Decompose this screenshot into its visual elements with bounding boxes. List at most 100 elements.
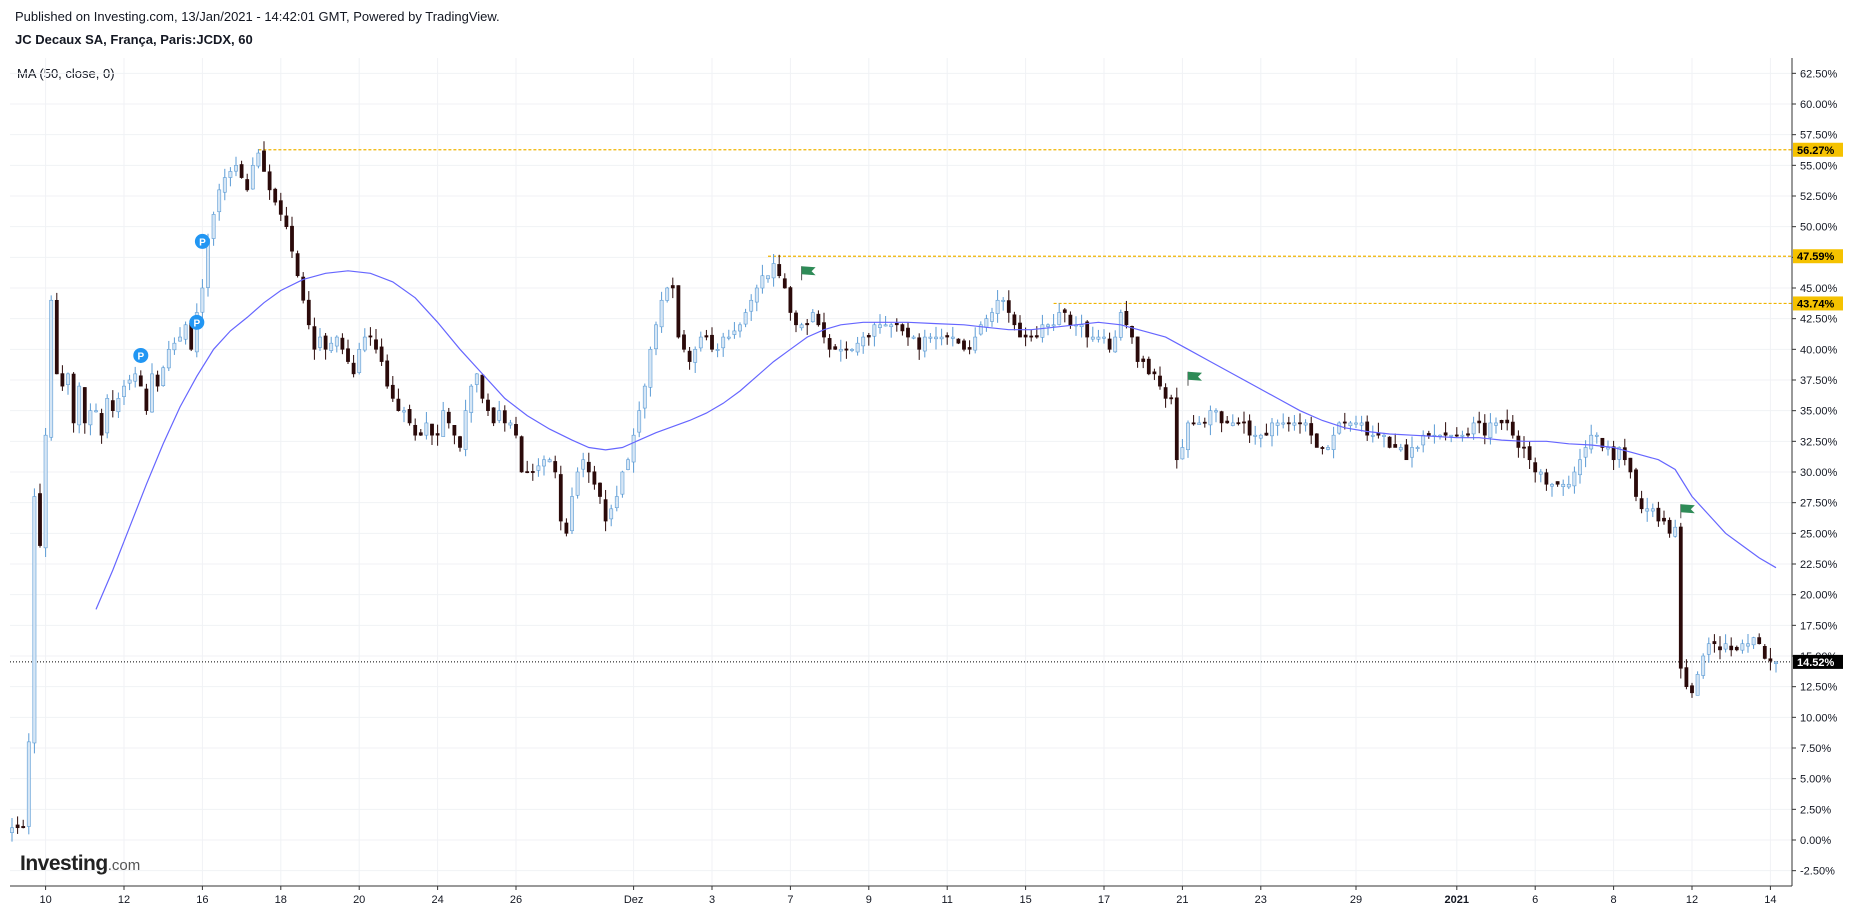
candle-body (1421, 434, 1426, 446)
candle-body (318, 336, 322, 348)
candle-body (654, 324, 658, 350)
price-axis[interactable]: 62.50% 60.00% 57.50% 55.00% 52.50% 50.00% 47.5… (1792, 68, 1838, 878)
candle-body (430, 423, 434, 436)
candle-body (1130, 326, 1134, 338)
grid (10, 58, 1792, 886)
candle-body (94, 410, 98, 413)
candle-body (956, 338, 961, 344)
x-tick-label: 24 (431, 894, 443, 906)
logo-main-text: Investing (20, 852, 108, 875)
candle-body (799, 324, 804, 329)
candle-body (1622, 447, 1627, 461)
candle-body (10, 827, 14, 833)
candle-body (1001, 299, 1006, 302)
candle-body (855, 342, 860, 353)
y-tick-label: 32.50% (1800, 436, 1838, 448)
candle-body (1354, 422, 1358, 425)
candle-body (1303, 422, 1308, 426)
candle-body (1113, 336, 1118, 353)
current-price-bg (1793, 654, 1843, 669)
candle-body (833, 346, 838, 350)
candle-body (1309, 423, 1314, 436)
candle-body (435, 433, 440, 436)
candle-body (1264, 432, 1269, 436)
candle-body (357, 349, 362, 373)
candle-body (1533, 462, 1538, 473)
y-tick-label: 10.00% (1800, 712, 1838, 724)
candle-body (850, 349, 854, 351)
candle-body (1236, 422, 1241, 425)
candle-body (519, 436, 524, 473)
candle-body (1499, 419, 1504, 424)
candle-body (1522, 446, 1526, 449)
candle-body (1370, 434, 1375, 437)
y-tick-label: 12.50% (1800, 682, 1838, 694)
candle-body (900, 324, 905, 332)
candle-body (340, 337, 345, 350)
candle-body (1415, 447, 1420, 449)
y-tick-label: 50.00% (1800, 222, 1838, 234)
level-label: 47.59% (1797, 251, 1835, 263)
candle-body (446, 411, 451, 424)
candle-body (38, 493, 42, 546)
candle-body (396, 398, 401, 411)
candle-body (228, 171, 233, 178)
candle-body (245, 179, 250, 191)
flag-icon (801, 266, 816, 281)
candle-body (928, 336, 933, 339)
candle-body (1768, 658, 1773, 662)
candle-body (1326, 447, 1330, 450)
candle-body (1275, 422, 1280, 426)
y-tick-label: 7.50% (1800, 743, 1831, 755)
time-axis[interactable]: 10 12 16 18 20 24 26 Dez 3 7 9 11 15 17 21 23 29 2021 6 8 12… (39, 886, 1777, 906)
candle-body (407, 409, 412, 424)
candle-body (1443, 432, 1448, 436)
candle-body (570, 496, 574, 532)
level-label-bg (1793, 142, 1843, 157)
candle-body (883, 324, 888, 327)
candle-body (71, 373, 76, 424)
candle-body (631, 434, 636, 463)
candle-body (530, 471, 535, 473)
x-tick-label: 14 (1764, 894, 1776, 906)
candle-body (1762, 646, 1767, 659)
candle-body (480, 374, 485, 399)
candle-body (889, 324, 894, 328)
candle-body (486, 399, 490, 411)
candle-body (346, 348, 350, 362)
level-lines (10, 149, 1792, 663)
candle-body (894, 322, 899, 326)
symbol-title: JC Decaux SA, França, Paris:JCDX, 60 (15, 32, 253, 47)
candle-body (54, 299, 59, 375)
candle-body (334, 336, 339, 347)
candle-body (1611, 446, 1616, 461)
candle-body (575, 471, 580, 496)
candle-body (424, 422, 429, 436)
candle-body (1186, 422, 1190, 451)
candle-body (172, 342, 177, 351)
published-caption: Published on Investing.com, 13/Jan/2021 … (15, 9, 500, 24)
candle-body (1090, 336, 1095, 340)
x-tick-label: 8 (1611, 894, 1617, 906)
level-label-bg (1793, 249, 1843, 264)
candle-body (1555, 481, 1560, 485)
candle-body (1062, 309, 1067, 313)
candle-body (222, 177, 227, 193)
candle-body (967, 347, 972, 350)
candle-body (1594, 434, 1599, 437)
candle-body (497, 410, 502, 421)
y-tick-label: 2.50% (1800, 804, 1831, 816)
candle-body (1544, 472, 1549, 485)
candle-body (581, 459, 586, 470)
candle-body (1197, 422, 1202, 425)
candle-body (1527, 446, 1532, 461)
candle-body (1634, 469, 1638, 497)
candle-body (66, 373, 70, 385)
candle-body (922, 336, 927, 352)
candle-body (962, 340, 966, 350)
candle-body (637, 410, 642, 433)
candle-body (1723, 643, 1728, 650)
candle-body (1516, 435, 1521, 448)
candle-body (1219, 411, 1224, 424)
